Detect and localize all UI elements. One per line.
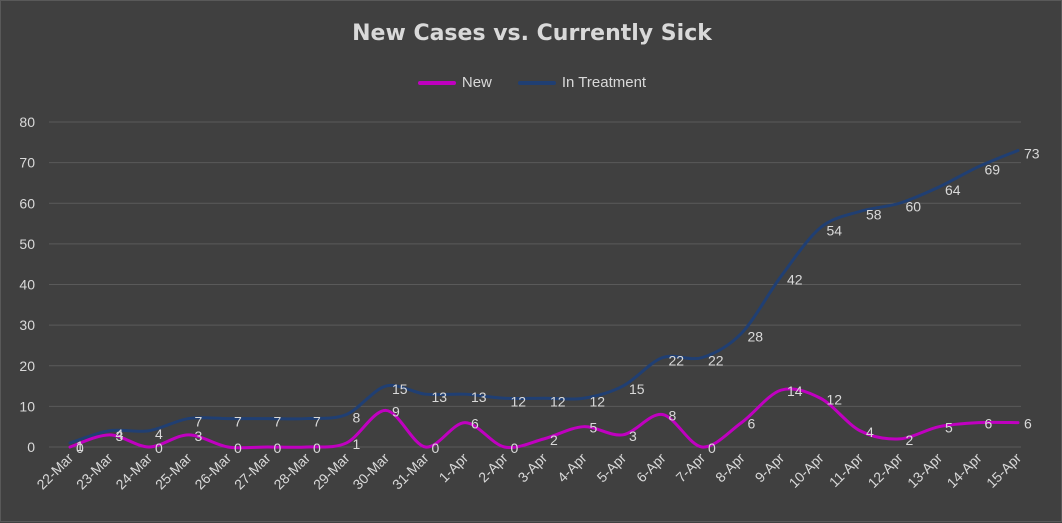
x-tick-label-22-Mar: 22-Mar: [33, 450, 76, 493]
x-tick-label-13-Apr: 13-Apr: [904, 450, 945, 491]
x-tick-label-15-Apr: 15-Apr: [983, 450, 1024, 491]
data-label-in-treatment-19: 54: [827, 223, 843, 239]
data-label-in-treatment-8: 15: [392, 381, 408, 397]
y-tick-label-80: 80: [19, 114, 35, 130]
data-label-new-18: 14: [787, 383, 803, 399]
data-label-new-20: 4: [866, 424, 874, 440]
data-label-new-5: 0: [274, 440, 282, 456]
data-label-in-treatment-4: 7: [234, 414, 242, 430]
data-label-in-treatment-22: 64: [945, 182, 961, 198]
data-label-new-24: 6: [1024, 416, 1032, 432]
data-label-new-4: 0: [234, 440, 242, 456]
legend-swatch-in-treatment: [517, 80, 556, 85]
x-tick-label-6-Apr: 6-Apr: [633, 450, 669, 486]
x-tick-label-4-Apr: 4-Apr: [554, 450, 590, 486]
data-label-in-treatment-21: 60: [906, 198, 922, 214]
data-label-in-treatment-23: 69: [985, 162, 1001, 178]
x-tick-label-8-Apr: 8-Apr: [712, 450, 748, 486]
data-label-new-12: 2: [550, 432, 558, 448]
data-label-new-7: 1: [353, 436, 361, 452]
data-label-new-19: 12: [827, 391, 843, 407]
legend: New In Treatment: [1, 74, 1062, 91]
legend-item-new: New: [417, 74, 492, 91]
x-tick-label-14-Apr: 14-Apr: [944, 450, 985, 491]
chart-title: New Cases vs. Currently Sick: [352, 21, 712, 46]
data-label-in-treatment-2: 4: [155, 426, 163, 442]
data-label-new-1: 3: [116, 428, 124, 444]
data-label-new-3: 3: [195, 428, 203, 444]
data-label-new-8: 9: [392, 403, 400, 419]
data-label-in-treatment-15: 22: [669, 353, 685, 369]
x-tick-label-29-Mar: 29-Mar: [310, 450, 353, 493]
data-label-new-15: 8: [669, 408, 677, 424]
data-label-in-treatment-13: 12: [590, 393, 606, 409]
y-tick-label-20: 20: [19, 358, 35, 374]
data-label-in-treatment-14: 15: [629, 381, 645, 397]
y-tick-label-50: 50: [19, 236, 35, 252]
data-label-in-treatment-17: 28: [748, 328, 764, 344]
data-label-new-13: 5: [590, 420, 598, 436]
data-label-new-11: 0: [511, 440, 519, 456]
data-label-in-treatment-5: 7: [274, 414, 282, 430]
data-label-in-treatment-11: 12: [511, 393, 527, 409]
x-tick-label-24-Mar: 24-Mar: [112, 450, 155, 493]
data-label-in-treatment-6: 7: [313, 414, 321, 430]
data-label-in-treatment-24: 73: [1024, 145, 1040, 161]
x-tick-label-23-Mar: 23-Mar: [73, 450, 116, 493]
x-tick-label-5-Apr: 5-Apr: [594, 450, 630, 486]
data-label-in-treatment-9: 13: [432, 389, 448, 405]
y-tick-label-30: 30: [19, 317, 35, 333]
data-label-in-treatment-20: 58: [866, 206, 882, 222]
data-label-in-treatment-3: 7: [195, 414, 203, 430]
x-tick-label-2-Apr: 2-Apr: [475, 450, 511, 486]
y-tick-label-0: 0: [27, 439, 35, 455]
legend-label-new: New: [461, 74, 492, 91]
data-label-new-6: 0: [313, 440, 321, 456]
x-tick-label-3-Apr: 3-Apr: [515, 450, 551, 486]
legend-item-in-treatment: In Treatment: [517, 74, 647, 91]
data-label-new-22: 5: [945, 420, 953, 436]
data-label-in-treatment-1: 4: [116, 426, 124, 442]
y-tick-label-60: 60: [19, 195, 35, 211]
y-tick-label-70: 70: [19, 155, 35, 171]
data-label-in-treatment-18: 42: [787, 271, 803, 287]
data-label-new-16: 0: [708, 440, 716, 456]
x-tick-label-10-Apr: 10-Apr: [786, 450, 827, 491]
data-label-new-21: 2: [906, 432, 914, 448]
data-label-new-17: 6: [748, 416, 756, 432]
x-tick-label-7-Apr: 7-Apr: [673, 450, 709, 486]
data-label-new-0: 0: [76, 440, 84, 456]
x-tick-label-26-Mar: 26-Mar: [191, 450, 234, 493]
data-label-new-10: 6: [471, 416, 479, 432]
data-label-new-14: 3: [629, 428, 637, 444]
series-line-in-treatment: [68, 148, 1020, 445]
data-label-in-treatment-10: 13: [471, 389, 487, 405]
x-tick-label-1-Apr: 1-Apr: [436, 450, 472, 486]
x-tick-label-11-Apr: 11-Apr: [826, 450, 867, 491]
y-tick-label-10: 10: [19, 398, 35, 414]
data-label-in-treatment-7: 8: [353, 410, 361, 426]
data-label-new-9: 0: [432, 440, 440, 456]
x-tick-label-12-Apr: 12-Apr: [865, 450, 906, 491]
data-label-in-treatment-16: 22: [708, 353, 724, 369]
x-tick-label-27-Mar: 27-Mar: [231, 450, 274, 493]
legend-swatch-new: [417, 80, 456, 85]
x-tick-label-9-Apr: 9-Apr: [752, 450, 788, 486]
data-label-in-treatment-0: 1: [76, 438, 84, 454]
data-label-new-2: 0: [155, 440, 163, 456]
data-label-new-23: 6: [985, 416, 993, 432]
data-label-in-treatment-12: 12: [550, 393, 566, 409]
x-tick-label-30-Mar: 30-Mar: [349, 450, 392, 493]
x-tick-label-28-Mar: 28-Mar: [270, 450, 313, 493]
y-tick-label-40: 40: [19, 277, 35, 293]
series-line-new: [68, 387, 1020, 450]
x-tick-label-25-Mar: 25-Mar: [152, 450, 195, 493]
x-tick-label-31-Mar: 31-Mar: [389, 450, 432, 493]
legend-label-in-treatment: In Treatment: [561, 74, 647, 91]
